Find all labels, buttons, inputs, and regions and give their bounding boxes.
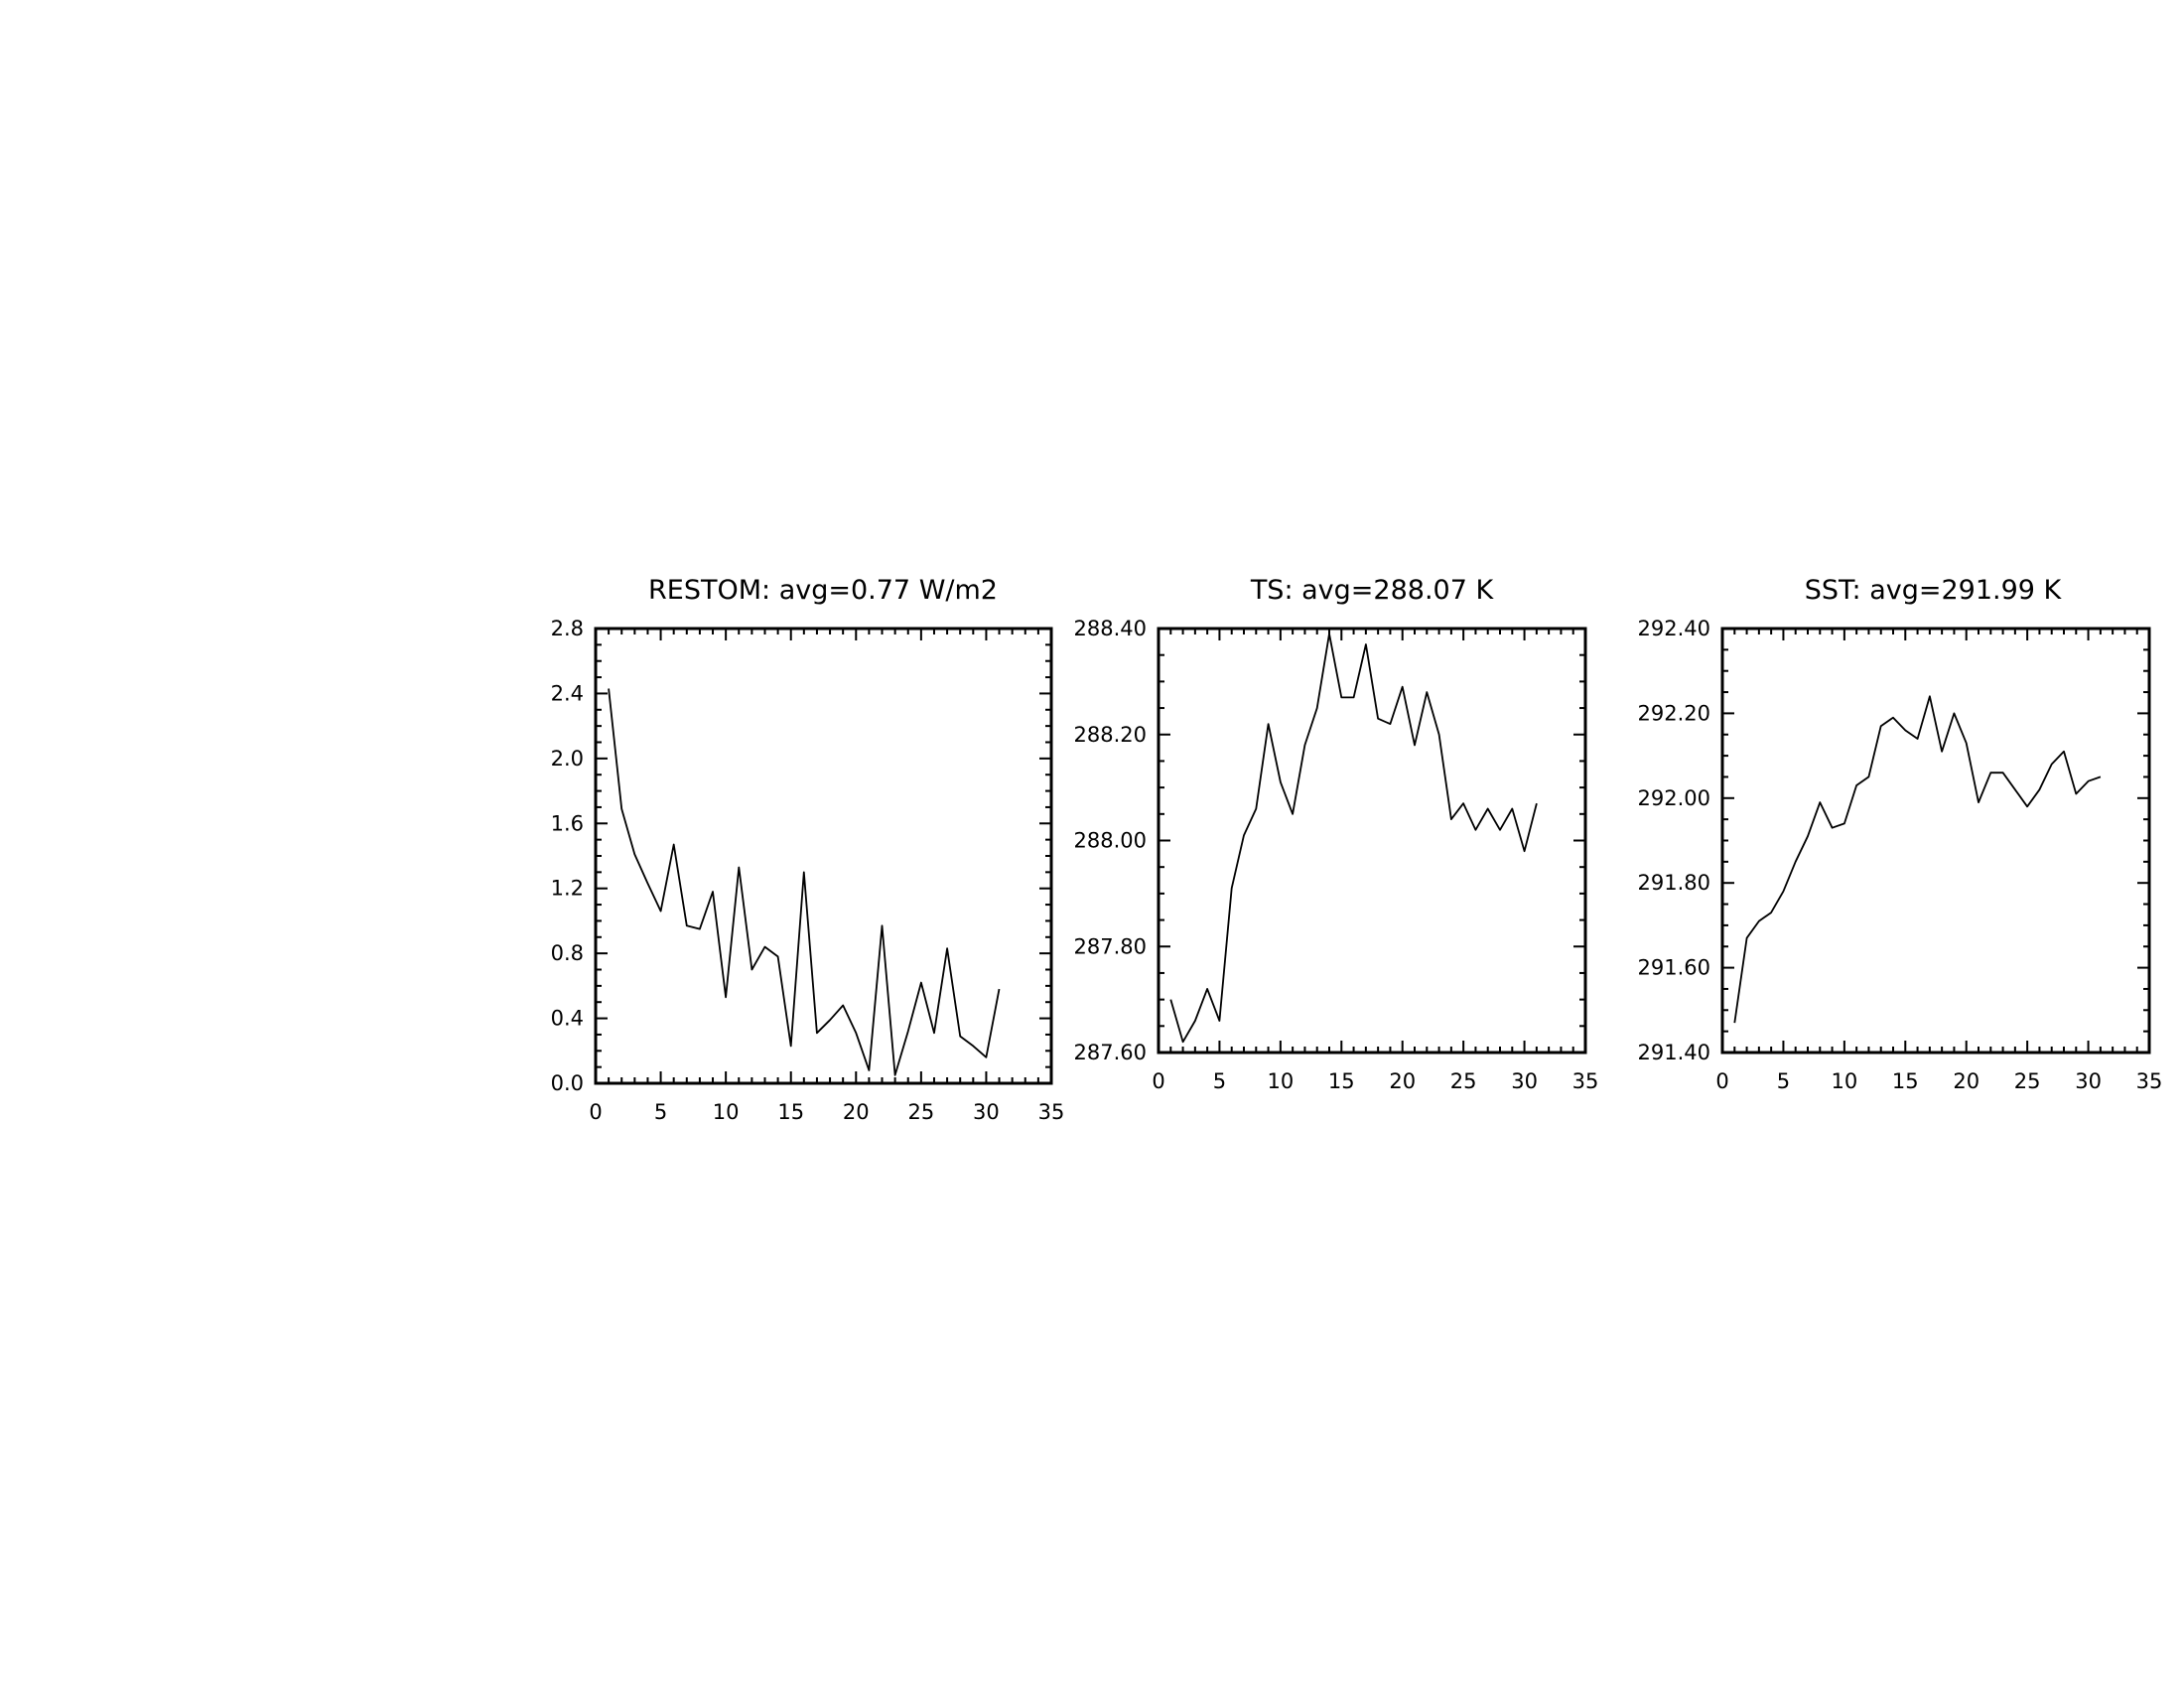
ts-x-tick-label: 10 bbox=[1267, 1069, 1294, 1093]
restom-x-tick-label: 10 bbox=[713, 1100, 740, 1124]
ts-x-tick-label: 15 bbox=[1328, 1069, 1355, 1093]
restom-y-tick-label: 1.2 bbox=[551, 877, 584, 901]
ts-y-tick-label: 288.20 bbox=[1074, 723, 1147, 747]
ts-title: TS: avg=288.07 K bbox=[1250, 575, 1495, 606]
restom-y-tick-label: 2.8 bbox=[551, 617, 584, 640]
ts-x-tick-label: 0 bbox=[1152, 1069, 1164, 1093]
restom-panel: RESTOM: avg=0.77 W/m2 0 5 10 15 20 25 30 35 0.0 0… bbox=[551, 575, 1065, 1124]
sst-panel: SST: avg=291.99 K 0 5 10 15 20 25 30 35 291.40 29… bbox=[1638, 575, 2163, 1093]
restom-series-line bbox=[608, 688, 1001, 1076]
sst-y-tick-label: 291.40 bbox=[1638, 1041, 1710, 1064]
restom-y-tick-label: 0.8 bbox=[551, 941, 584, 965]
sst-x-tick-label: 30 bbox=[2075, 1069, 2102, 1093]
restom-x-tick-label: 30 bbox=[973, 1100, 1000, 1124]
sst-title: SST: avg=291.99 K bbox=[1805, 575, 2063, 606]
restom-y-tick-label: 2.0 bbox=[551, 747, 584, 771]
restom-y-tick-label: 1.6 bbox=[551, 811, 584, 835]
restom-y-tick-label: 2.4 bbox=[551, 681, 584, 705]
ts-y-tick-label: 288.00 bbox=[1074, 829, 1147, 853]
sst-y-tick-label: 291.60 bbox=[1638, 956, 1710, 980]
restom-x-tick-label: 25 bbox=[907, 1100, 934, 1124]
ts-panel: TS: avg=288.07 K 0 5 10 15 20 25 30 35 287.60 287… bbox=[1074, 575, 1599, 1093]
sst-x-tick-label: 10 bbox=[1831, 1069, 1857, 1093]
sst-x-tick-label: 35 bbox=[2136, 1069, 2163, 1093]
sst-plot-frame bbox=[1720, 627, 2151, 1055]
restom-x-tick-label: 20 bbox=[843, 1100, 870, 1124]
restom-y-tick-label: 0.4 bbox=[551, 1007, 584, 1031]
restom-title: RESTOM: avg=0.77 W/m2 bbox=[648, 575, 998, 606]
restom-x-tick-label: 0 bbox=[589, 1100, 602, 1124]
sst-x-tick-label: 15 bbox=[1892, 1069, 1919, 1093]
sst-y-tick-label: 292.40 bbox=[1638, 617, 1710, 640]
restom-plot-frame bbox=[594, 627, 1053, 1085]
sst-y-tick-label: 291.80 bbox=[1638, 871, 1710, 895]
ts-y-tick-label: 288.40 bbox=[1074, 617, 1147, 640]
ts-x-tick-label: 35 bbox=[1572, 1069, 1599, 1093]
sst-x-tick-label: 5 bbox=[1777, 1069, 1790, 1093]
ts-x-tick-label: 5 bbox=[1213, 1069, 1226, 1093]
ts-x-tick-label: 30 bbox=[1511, 1069, 1538, 1093]
ts-x-tick-label: 20 bbox=[1389, 1069, 1416, 1093]
sst-x-tick-label: 25 bbox=[2014, 1069, 2041, 1093]
ts-series-line bbox=[1169, 633, 1538, 1044]
sst-y-tick-label: 292.00 bbox=[1638, 786, 1710, 810]
restom-x-tick-label: 35 bbox=[1038, 1100, 1065, 1124]
sst-y-tick-label: 292.20 bbox=[1638, 701, 1710, 725]
restom-x-tick-label: 15 bbox=[777, 1100, 804, 1124]
ts-y-tick-label: 287.80 bbox=[1074, 934, 1147, 958]
ts-x-tick-label: 25 bbox=[1450, 1069, 1477, 1093]
sst-x-tick-label: 20 bbox=[1953, 1069, 1979, 1093]
sst-x-tick-label: 0 bbox=[1715, 1069, 1728, 1093]
ts-y-tick-label: 287.60 bbox=[1074, 1041, 1147, 1064]
restom-y-tick-label: 0.0 bbox=[551, 1071, 584, 1095]
sst-series-line bbox=[1733, 695, 2102, 1024]
restom-x-tick-label: 5 bbox=[654, 1100, 667, 1124]
